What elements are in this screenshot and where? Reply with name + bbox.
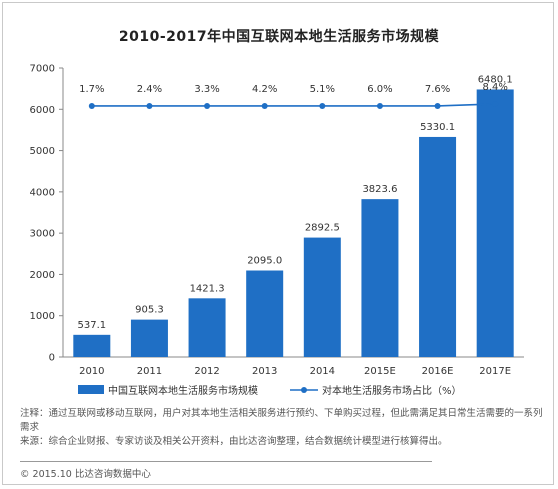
x-tick-label: 2012 [194, 366, 219, 377]
y-tick-label: 3000 [30, 229, 55, 240]
legend-line-marker [301, 387, 307, 393]
share-value-label: 2.4% [137, 84, 162, 95]
share-value-label: 3.3% [194, 84, 219, 95]
bar-value-label: 3823.6 [362, 184, 397, 195]
bar-value-label: 537.1 [77, 320, 106, 331]
y-tick-label: 6000 [30, 105, 55, 116]
x-tick-label: 2013 [252, 366, 277, 377]
share-point [319, 102, 326, 109]
bar-value-label: 2095.0 [247, 256, 282, 267]
line-layer [88, 100, 499, 109]
bar [303, 237, 341, 357]
x-tick-label: 2014 [310, 366, 335, 377]
x-tick-label: 2011 [137, 366, 162, 377]
legend-layer: 中国互联网本地生活服务市场规模 对本地生活服务市场占比（%） [78, 384, 462, 397]
bar [419, 136, 457, 357]
source-text: 来源：综合企业财报、专家访谈及相关公开资料，由比达咨询整理，结合数据统计模型进行… [20, 436, 448, 447]
bar-value-label: 2892.5 [305, 223, 340, 234]
chart-frame [2, 2, 554, 485]
footer-divider [20, 461, 432, 462]
y-tick-label: 5000 [30, 146, 55, 157]
note-text: 注释：通过互联网或移动互联网，用户对其本地生活相关服务进行预约、下单购买过程，但… [20, 408, 543, 433]
x-tick-label: 2015E [364, 366, 396, 377]
share-value-label: 4.2% [252, 84, 277, 95]
share-point [88, 102, 95, 109]
x-tick-label: 2017E [479, 366, 511, 377]
bar [246, 270, 284, 357]
y-tick-label: 0 [49, 353, 55, 364]
bar-layer [73, 89, 514, 357]
share-point [146, 102, 153, 109]
bar [188, 298, 226, 357]
notes-block: 注释：通过互联网或移动互联网，用户对其本地生活相关服务进行预约、下单购买过程，但… [20, 407, 550, 449]
y-tick-label: 7000 [30, 64, 55, 75]
x-tick-label: 2010 [79, 366, 104, 377]
bar-value-label: 1421.3 [190, 283, 225, 294]
legend-line-label: 对本地生活服务市场占比（%） [322, 384, 462, 397]
bar [361, 199, 399, 357]
axis-layer: 0 1000 2000 3000 4000 5000 6000 7000 [30, 64, 524, 364]
x-tick-label: 2016E [422, 366, 454, 377]
bar-value-label: 5330.1 [420, 122, 455, 133]
label-layer: 537.1 2010 905.3 2011 1421.3 2012 2095.0 2013 28… [77, 74, 512, 377]
bar [130, 319, 168, 357]
bar-value-label: 905.3 [135, 305, 164, 316]
share-value-label: 7.6% [425, 84, 450, 95]
share-point [376, 102, 383, 109]
share-point [492, 100, 499, 107]
chart-title: 2010-2017年中国互联网本地生活服务市场规模 [118, 29, 440, 45]
share-value-label: 5.1% [310, 84, 335, 95]
share-value-label: 6.0% [367, 84, 392, 95]
bar [476, 89, 514, 357]
y-tick-label: 1000 [30, 311, 55, 322]
y-tick-label: 4000 [30, 187, 55, 198]
share-point [434, 102, 441, 109]
share-value-label: 8.4% [482, 82, 507, 93]
y-tick-label: 2000 [30, 270, 55, 281]
footer-text: © 2015.10 比达咨询数据中心 [20, 469, 151, 480]
share-point [204, 102, 211, 109]
share-line [91, 103, 496, 107]
legend-bar-label: 中国互联网本地生活服务市场规模 [108, 384, 258, 397]
share-point [261, 102, 268, 109]
share-value-label: 1.7% [79, 84, 104, 95]
bar-value-label: 6480.1 [478, 74, 513, 85]
bar [73, 334, 111, 357]
legend-bar-swatch [78, 385, 104, 394]
